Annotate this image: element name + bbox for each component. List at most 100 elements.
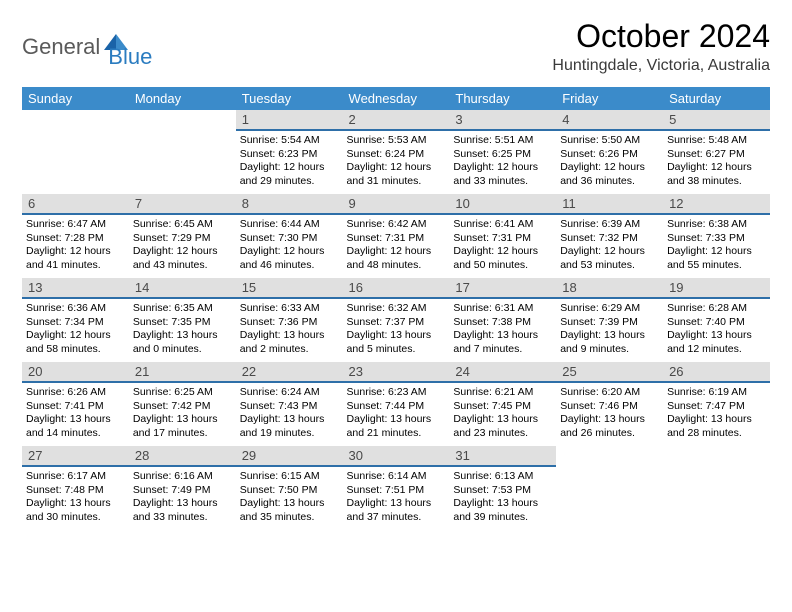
day-number: 8 — [236, 194, 343, 215]
sunset-text: Sunset: 7:39 PM — [560, 316, 638, 328]
day-number: 27 — [22, 446, 129, 467]
day-cell: 6Sunrise: 6:47 AMSunset: 7:28 PMDaylight… — [22, 194, 129, 278]
daylight-text: Daylight: 13 hours and 37 minutes. — [347, 497, 432, 523]
day-info: Sunrise: 5:54 AMSunset: 6:23 PMDaylight:… — [236, 131, 343, 189]
daylight-text: Daylight: 13 hours and 30 minutes. — [26, 497, 111, 523]
day-number: 3 — [449, 110, 556, 131]
daylight-text: Daylight: 12 hours and 43 minutes. — [133, 245, 218, 271]
day-info: Sunrise: 6:31 AMSunset: 7:38 PMDaylight:… — [449, 299, 556, 357]
logo: General Blue — [22, 24, 152, 70]
daylight-text: Daylight: 12 hours and 53 minutes. — [560, 245, 645, 271]
sunset-text: Sunset: 7:31 PM — [347, 232, 425, 244]
day-cell: 2Sunrise: 5:53 AMSunset: 6:24 PMDaylight… — [343, 110, 450, 194]
day-info: Sunrise: 5:51 AMSunset: 6:25 PMDaylight:… — [449, 131, 556, 189]
day-cell: 19Sunrise: 6:28 AMSunset: 7:40 PMDayligh… — [663, 278, 770, 362]
day-info: Sunrise: 6:41 AMSunset: 7:31 PMDaylight:… — [449, 215, 556, 273]
dow-tuesday: Tuesday — [236, 87, 343, 110]
day-number: 29 — [236, 446, 343, 467]
day-cell: 14 Sunrise: 6:35 AM Sunset: 7:35 PMDayligh… — [129, 278, 236, 362]
daylight-text: Daylight: 13 hours and 23 minutes. — [453, 413, 538, 439]
sunset-text: Sunset: 7:28 PM — [26, 232, 104, 244]
empty-day-cell — [129, 110, 236, 194]
daylight-text: Daylight: 13 hours and 0 minutes. — [133, 329, 218, 355]
day-number: 17 — [449, 278, 556, 299]
sunset-text: Sunset: 6:25 PM — [453, 148, 531, 160]
sunset-text: Sunset: 7:30 PM — [240, 232, 318, 244]
sunrise-text: Sunrise: 5:53 AM — [347, 134, 427, 146]
day-number: 22 — [236, 362, 343, 383]
dow-friday: Friday — [556, 87, 663, 110]
day-number: 2 — [343, 110, 450, 131]
day-cell: 27Sunrise: 6:17 AMSunset: 7:48 PMDayligh… — [22, 446, 129, 530]
day-number: 28 — [129, 446, 236, 467]
sunrise-text: Sunrise: 6:25 AM — [133, 386, 213, 398]
daylight-text: Daylight: 12 hours and 31 minutes. — [347, 161, 432, 187]
day-number: 5 — [663, 110, 770, 131]
day-cell: 3Sunrise: 5:51 AMSunset: 6:25 PMDaylight… — [449, 110, 556, 194]
sunrise-text: Sunrise: 6:24 AM — [240, 386, 320, 398]
sunrise-text: Sunrise: 6:38 AM — [667, 218, 747, 230]
day-cell: 23Sunrise: 6:23 AMSunset: 7:44 PMDayligh… — [343, 362, 450, 446]
daylight-text: Daylight: 13 hours and 21 minutes. — [347, 413, 432, 439]
sunrise-text: Sunrise: 6:44 AM — [240, 218, 320, 230]
sunrise-text: Sunrise: 6:17 AM — [26, 470, 106, 482]
sunset-text: Sunset: 7:31 PM — [453, 232, 531, 244]
sunset-text: Sunset: 7:32 PM — [560, 232, 638, 244]
daylight-text: Daylight: 13 hours and 14 minutes. — [26, 413, 111, 439]
calendar-body: 1Sunrise: 5:54 AMSunset: 6:23 PMDaylight… — [22, 110, 770, 530]
header: General Blue October 2024 Huntingdale, V… — [22, 18, 770, 75]
day-info: Sunrise: 6:32 AMSunset: 7:37 PMDaylight:… — [343, 299, 450, 357]
sunrise-text: Sunrise: 6:28 AM — [667, 302, 747, 314]
day-info: Sunrise: 6:38 AMSunset: 7:33 PMDaylight:… — [663, 215, 770, 273]
day-info: Sunrise: 6:15 AMSunset: 7:50 PMDaylight:… — [236, 467, 343, 525]
sunrise-text: Sunrise: 6:29 AM — [560, 302, 640, 314]
logo-text-general: General — [22, 34, 100, 60]
day-cell: 20Sunrise: 6:26 AMSunset: 7:41 PMDayligh… — [22, 362, 129, 446]
day-info: Sunrise: 6:47 AMSunset: 7:28 PMDaylight:… — [22, 215, 129, 273]
sunrise-text: Sunrise: 6:35 AM — [133, 302, 213, 314]
day-number: 10 — [449, 194, 556, 215]
daylight-text: Daylight: 13 hours and 5 minutes. — [347, 329, 432, 355]
daylight-text: Daylight: 12 hours and 58 minutes. — [26, 329, 111, 355]
day-number: 11 — [556, 194, 663, 215]
day-number: 14 — [129, 278, 236, 299]
daylight-text: Daylight: 13 hours and 9 minutes. — [560, 329, 645, 355]
sunrise-text: Sunrise: 6:41 AM — [453, 218, 533, 230]
empty-day-cell — [22, 110, 129, 194]
day-info: Sunrise: 6:19 AMSunset: 7:47 PMDaylight:… — [663, 383, 770, 441]
day-cell: 8Sunrise: 6:44 AMSunset: 7:30 PMDaylight… — [236, 194, 343, 278]
month-title: October 2024 — [552, 18, 770, 55]
day-cell: 11 Sunrise: 6:39 AM Sunset: 7:32 PMDayligh… — [556, 194, 663, 278]
day-info: Sunrise: 6:28 AMSunset: 7:40 PMDaylight:… — [663, 299, 770, 357]
day-number: 9 — [343, 194, 450, 215]
day-number: 21 — [129, 362, 236, 383]
sunrise-text: Sunrise: 6:39 AM — [560, 218, 640, 230]
day-info: Sunrise: 6:14 AMSunset: 7:51 PMDaylight:… — [343, 467, 450, 525]
sunrise-text: Sunrise: 6:45 AM — [133, 218, 213, 230]
sunset-text: Sunset: 7:41 PM — [26, 400, 104, 412]
day-info: Sunrise: 6:45 AMSunset: 7:29 PMDaylight:… — [129, 215, 236, 273]
day-cell: 5Sunrise: 5:48 AMSunset: 6:27 PMDaylight… — [663, 110, 770, 194]
daylight-text: Daylight: 13 hours and 7 minutes. — [453, 329, 538, 355]
sunset-text: Sunset: 7:35 PM — [133, 316, 211, 328]
daylight-text: Daylight: 13 hours and 2 minutes. — [240, 329, 325, 355]
dow-saturday: Saturday — [663, 87, 770, 110]
day-cell: 25Sunrise: 6:20 AMSunset: 7:46 PMDayligh… — [556, 362, 663, 446]
sunset-text: Sunset: 7:37 PM — [347, 316, 425, 328]
day-cell: 16Sunrise: 6:32 AMSunset: 7:37 PMDayligh… — [343, 278, 450, 362]
sunset-text: Sunset: 7:44 PM — [347, 400, 425, 412]
day-number: 12 — [663, 194, 770, 215]
day-info: Sunrise: 5:48 AMSunset: 6:27 PMDaylight:… — [663, 131, 770, 189]
title-block: October 2024 Huntingdale, Victoria, Aust… — [552, 18, 770, 75]
day-cell: 18Sunrise: 6:29 AMSunset: 7:39 PMDayligh… — [556, 278, 663, 362]
day-info: Sunrise: 6:42 AMSunset: 7:31 PMDaylight:… — [343, 215, 450, 273]
daylight-text: Daylight: 13 hours and 39 minutes. — [453, 497, 538, 523]
day-cell: 28Sunrise: 6:16 AMSunset: 7:49 PMDayligh… — [129, 446, 236, 530]
day-info: Sunrise: 6:39 AM Sunset: 7:32 PMDaylight:… — [556, 215, 663, 273]
day-number: 26 — [663, 362, 770, 383]
day-cell: 31Sunrise: 6:13 AMSunset: 7:53 PMDayligh… — [449, 446, 556, 530]
day-info: Sunrise: 6:26 AMSunset: 7:41 PMDaylight:… — [22, 383, 129, 441]
sunrise-text: Sunrise: 6:36 AM — [26, 302, 106, 314]
daylight-text: Daylight: 13 hours and 28 minutes. — [667, 413, 752, 439]
sunset-text: Sunset: 7:33 PM — [667, 232, 745, 244]
